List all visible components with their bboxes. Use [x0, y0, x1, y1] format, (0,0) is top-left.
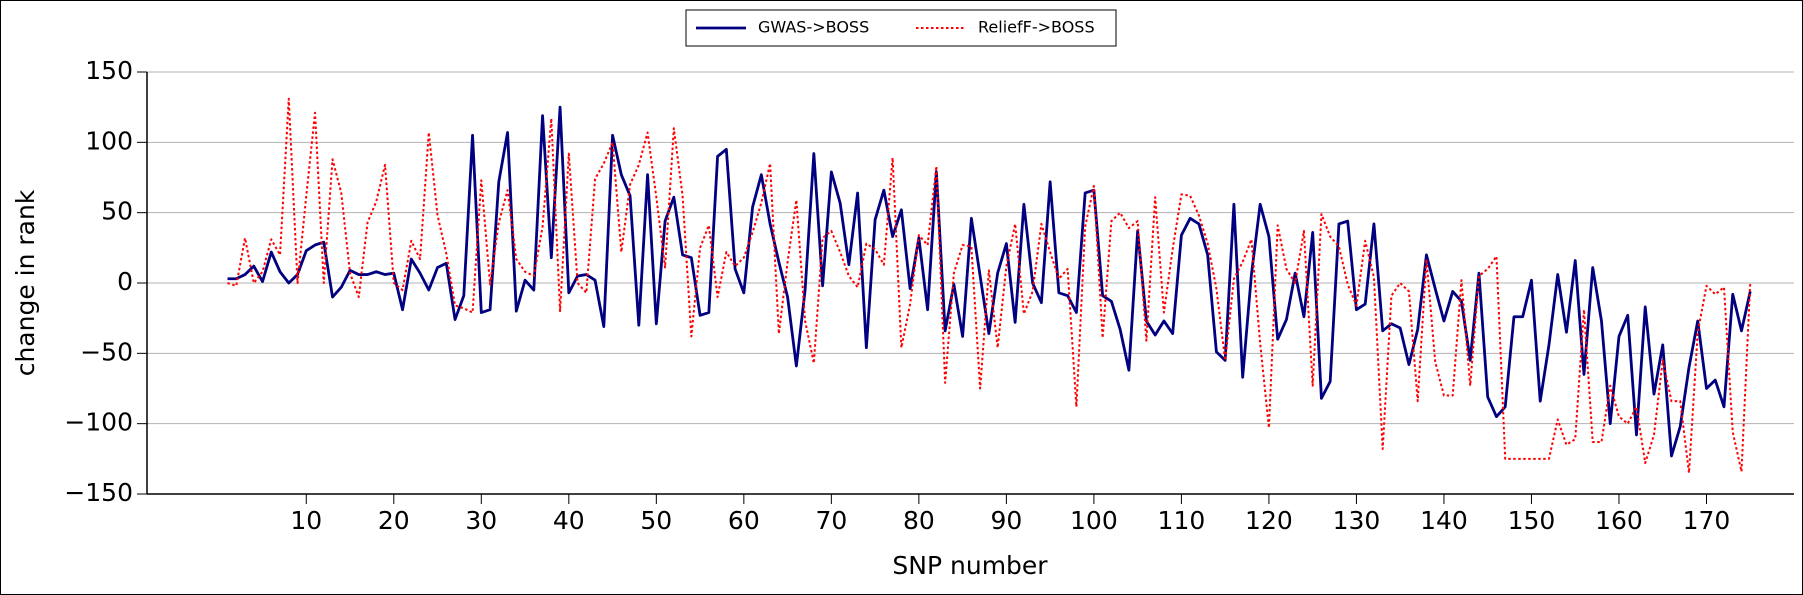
x-tick-label: 110: [1158, 506, 1206, 535]
y-tick-label: 50: [101, 197, 133, 226]
legend-label: ReliefF->BOSS: [978, 18, 1095, 37]
series-line: [227, 105, 1752, 458]
x-tick-label: 30: [465, 506, 497, 535]
legend-label: GWAS->BOSS: [758, 18, 869, 37]
x-tick-label: 100: [1070, 506, 1118, 535]
x-tick-label: 160: [1595, 506, 1643, 535]
y-tick-label: 0: [117, 267, 133, 296]
y-tick-label: 100: [85, 126, 133, 155]
x-tick-label: 20: [378, 506, 410, 535]
y-tick-label: −100: [64, 408, 133, 437]
x-tick-label: 140: [1420, 506, 1468, 535]
x-tick-label: 90: [990, 506, 1022, 535]
y-tick-label: −50: [80, 337, 133, 366]
x-tick-label: 40: [553, 506, 585, 535]
legend-box: [685, 9, 1117, 47]
y-axis-label: change in rank: [11, 189, 40, 376]
x-tick-label: 150: [1508, 506, 1556, 535]
x-tick-label: 70: [815, 506, 847, 535]
x-tick-label: 60: [728, 506, 760, 535]
x-tick-label: 50: [640, 506, 672, 535]
y-tick-label: −150: [64, 478, 133, 507]
y-tick-label: 150: [85, 56, 133, 85]
series-line: [227, 97, 1752, 474]
x-tick-label: 170: [1683, 506, 1731, 535]
x-tick-label: 130: [1333, 506, 1381, 535]
x-tick-label: 10: [290, 506, 322, 535]
x-tick-label: 120: [1245, 506, 1293, 535]
x-axis-label: SNP number: [892, 551, 1048, 580]
x-tick-label: 80: [903, 506, 935, 535]
